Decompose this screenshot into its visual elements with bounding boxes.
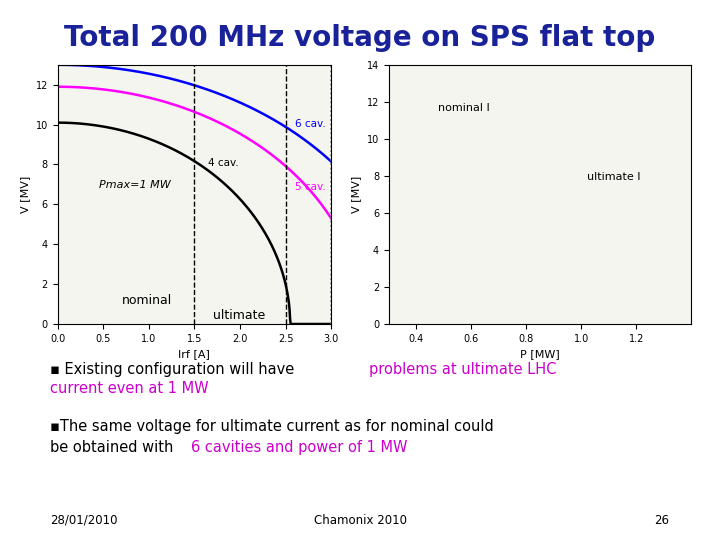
Text: 4 cav.: 4 cav.	[208, 158, 239, 168]
Text: ultimate: ultimate	[212, 309, 265, 322]
Text: Chamonix 2010: Chamonix 2010	[313, 514, 407, 526]
Y-axis label: V [MV]: V [MV]	[20, 176, 30, 213]
Text: be obtained with: be obtained with	[50, 440, 179, 455]
Text: ▪ Existing configuration will have: ▪ Existing configuration will have	[50, 362, 300, 377]
Text: Pmax=1 MW: Pmax=1 MW	[99, 180, 171, 191]
Text: nominal: nominal	[122, 294, 171, 307]
Y-axis label: V [MV]: V [MV]	[351, 176, 361, 213]
Text: ▪The same voltage for ultimate current as for nominal could: ▪The same voltage for ultimate current a…	[50, 418, 494, 434]
X-axis label: Irf [A]: Irf [A]	[179, 349, 210, 359]
Text: Total 200 MHz voltage on SPS flat top: Total 200 MHz voltage on SPS flat top	[64, 24, 656, 52]
Text: 6 cavities and power of 1 MW: 6 cavities and power of 1 MW	[191, 440, 408, 455]
Text: 5 cav.: 5 cav.	[294, 183, 325, 192]
Text: current even at 1 MW: current even at 1 MW	[50, 381, 209, 396]
Text: nominal I: nominal I	[438, 103, 490, 113]
Text: 26: 26	[654, 514, 670, 526]
Text: problems at ultimate LHC: problems at ultimate LHC	[369, 362, 557, 377]
X-axis label: P [MW]: P [MW]	[520, 349, 560, 359]
Text: 28/01/2010: 28/01/2010	[50, 514, 118, 526]
Text: 6 cav.: 6 cav.	[294, 119, 325, 129]
Text: ultimate I: ultimate I	[587, 172, 640, 181]
